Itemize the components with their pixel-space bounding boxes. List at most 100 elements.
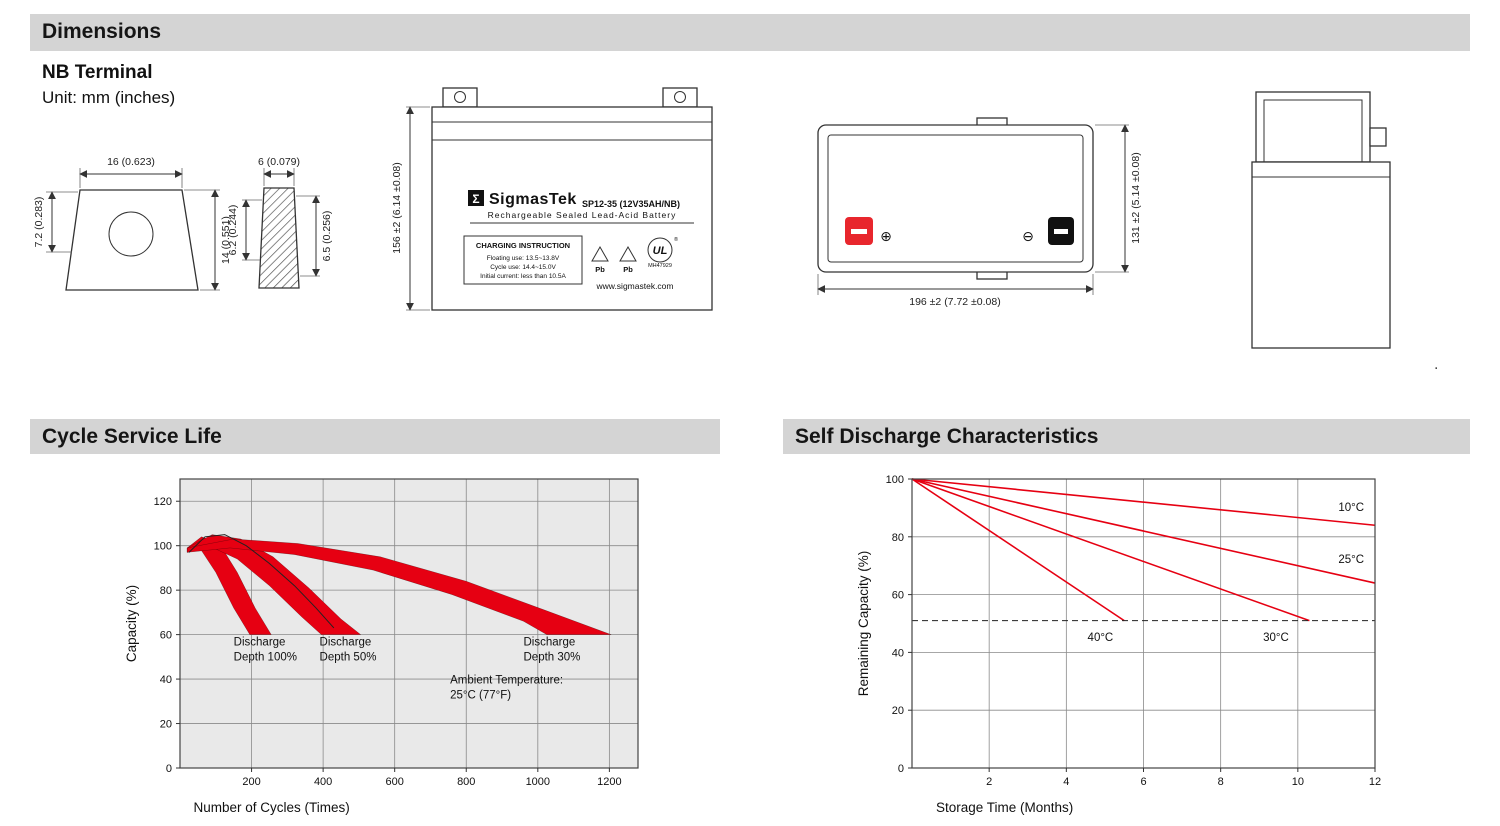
svg-text:100: 100	[886, 474, 904, 486]
terminal-type-title: NB Terminal	[42, 62, 153, 83]
x-axis-label: Number of Cycles (Times)	[193, 800, 349, 815]
chart-annotation: Discharge Depth 100%	[234, 637, 297, 664]
svg-text:6: 6	[1140, 776, 1146, 788]
terminal-height-dim: 14 (0.551)	[220, 216, 232, 264]
front-terminal-left-hole	[454, 91, 466, 103]
terminal-section-right-dim: 6.5 (0.256)	[321, 211, 333, 262]
terminal-slot-icon	[1054, 229, 1068, 234]
svg-text:10: 10	[1292, 776, 1304, 788]
ul-mark-icon	[647, 237, 673, 263]
pb-label-2: Pb	[623, 265, 633, 274]
terminal-front-drawing: 16 (0.623) 7.2 (0.283) 14 (0.551)	[33, 156, 232, 291]
svg-text:40: 40	[160, 674, 172, 686]
dimensions-section-header: Dimensions	[30, 14, 1470, 51]
battery-height-dim: 156 ±2 (6.14 ±0.08)	[391, 162, 403, 254]
brand-name: SigmasTek	[489, 191, 577, 208]
svg-text:400: 400	[314, 776, 332, 788]
side-case-outline	[1251, 161, 1391, 349]
brand-logo-mark	[468, 190, 484, 206]
front-terminal-right-hole	[674, 91, 686, 103]
terminal-slot-icon	[851, 229, 867, 234]
svg-text:20: 20	[892, 705, 904, 717]
self-discharge-title: Self Discharge Characteristics	[795, 425, 1099, 448]
website-url: www.sigmastek.com	[596, 281, 674, 291]
charging-line-2: Cycle use: 14.4~15.0V	[490, 264, 556, 271]
side-terminal-housing	[1255, 91, 1371, 163]
terminal-width-dim: 16 (0.623)	[107, 156, 155, 168]
chart-annotation: Discharge Depth 50%	[320, 637, 377, 664]
svg-text:60: 60	[160, 630, 172, 642]
svg-text:1000: 1000	[526, 776, 550, 788]
chart-annotation: 30°C	[1263, 632, 1289, 644]
series-capacity-envelope	[188, 534, 335, 629]
battery-side-view	[1251, 91, 1391, 349]
series-25°C	[911, 478, 1376, 584]
cycle-service-life-header: Cycle Service Life	[30, 419, 720, 454]
svg-text:0: 0	[898, 763, 904, 775]
chart-annotation: Discharge Depth 30%	[524, 637, 581, 664]
svg-text:600: 600	[386, 776, 404, 788]
front-terminal-left	[442, 87, 478, 108]
chart-annotation: Ambient Temperature: 25°C (77°F)	[450, 675, 563, 702]
charging-title: CHARGING INSTRUCTION	[476, 241, 570, 250]
svg-text:120: 120	[154, 496, 172, 508]
pb-label-1: Pb	[595, 265, 605, 274]
self-discharge-header: Self Discharge Characteristics	[783, 419, 1470, 454]
terminal-bolt-hole	[108, 211, 154, 257]
svg-text:800: 800	[457, 776, 475, 788]
y-axis-label: Capacity (%)	[124, 585, 139, 662]
battery-case-outline	[431, 106, 713, 311]
battery-top-inner-rim	[827, 134, 1084, 263]
model-number: SP12-35 (12V35AH/NB)	[582, 199, 680, 209]
svg-text:60: 60	[892, 590, 904, 602]
svg-text:100: 100	[154, 541, 172, 553]
svg-text:200: 200	[242, 776, 260, 788]
charging-line-1: Floating use: 13.5~13.8V	[487, 255, 560, 262]
svg-text:80: 80	[160, 585, 172, 597]
dimensions-title: Dimensions	[42, 20, 162, 43]
registered-mark: ®	[674, 236, 678, 243]
unit-label: Unit: mm (inches)	[42, 88, 176, 107]
svg-text:1200: 1200	[597, 776, 621, 788]
charging-instruction-box	[463, 235, 583, 285]
svg-text:12: 12	[1369, 776, 1381, 788]
terminal-upper-height-dim: 7.2 (0.283)	[33, 197, 45, 248]
recycle-icon	[591, 245, 609, 262]
svg-text:20: 20	[160, 719, 172, 731]
terminal-thickness-dim: 6 (0.079)	[258, 156, 300, 168]
charging-line-3: Initial current: less than 10.5A	[480, 273, 566, 280]
terminal-front-outline	[65, 189, 199, 291]
svg-text:4: 4	[1063, 776, 1069, 788]
front-terminal-right	[662, 87, 698, 108]
self-discharge-chart: 2 4 6 8 10 12 0 20 40 60 80 100 10°C 25°C 40°C 30°C Rema…	[850, 465, 1395, 820]
battery-top-view: ⊕ ⊖ 196 ±2 (7.72 ±0.08) 131 ±2 (5.14 ±0.…	[817, 117, 1142, 308]
ul-file-number: MH47929	[648, 263, 672, 269]
sigma-icon: Σ	[472, 192, 479, 206]
battery-width-dim: 196 ±2 (7.72 ±0.08)	[909, 296, 1001, 308]
minus-symbol-icon: ⊖	[1022, 228, 1034, 244]
svg-text:40: 40	[892, 647, 904, 659]
battery-front-view: 156 ±2 (6.14 ±0.08) Σ SigmasTek SP12-35 …	[391, 87, 713, 311]
plus-symbol-icon: ⊕	[880, 228, 892, 244]
svg-text:8: 8	[1218, 776, 1224, 788]
terminal-side-drawing: 6 (0.079) 6.2 (0.244) 6.5 (0.256)	[227, 156, 333, 289]
battery-top-outline	[817, 124, 1094, 273]
terminal-section-outline	[258, 187, 300, 289]
chart-annotation: 25°C	[1338, 554, 1364, 566]
recycle-icon	[619, 245, 637, 262]
x-axis-label: Storage Time (Months)	[936, 800, 1073, 815]
ul-label: UL	[653, 245, 668, 257]
series-30°C	[911, 478, 1310, 622]
y-axis-label: Remaining Capacity (%)	[856, 551, 871, 697]
svg-text:2: 2	[986, 776, 992, 788]
stray-dot: .	[1434, 356, 1439, 373]
chart-annotation: 40°C	[1088, 632, 1114, 644]
chart-annotation: 10°C	[1338, 502, 1364, 514]
cycle-service-life-chart: 200 400 600 800 1000 1200 0 20 40 60 80 100 120 Disch…	[118, 465, 658, 820]
svg-text:80: 80	[892, 532, 904, 544]
cycle-service-life-title: Cycle Service Life	[42, 425, 222, 448]
svg-text:0: 0	[166, 763, 172, 775]
side-terminal-tab	[1369, 127, 1387, 147]
battery-depth-dim: 131 ±2 (5.14 ±0.08)	[1130, 152, 1142, 244]
